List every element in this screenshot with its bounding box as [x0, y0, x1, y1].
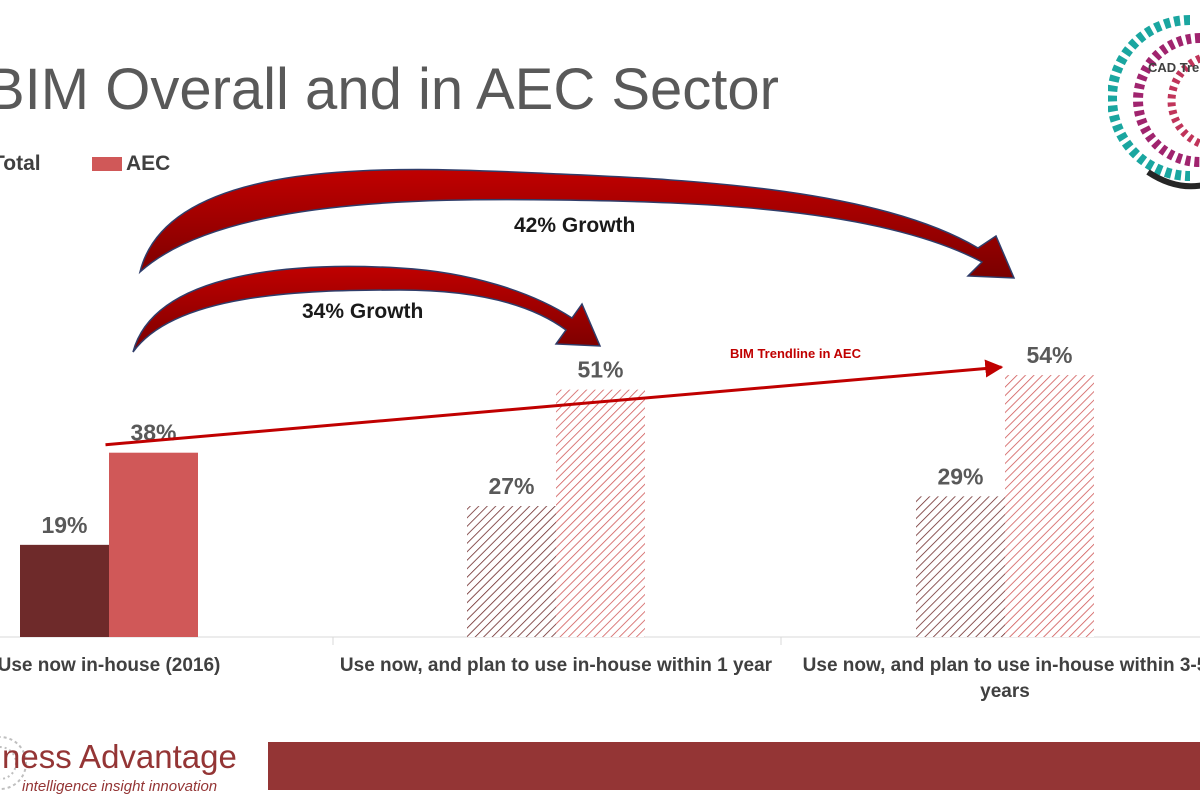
bar-aec-1 [109, 452, 198, 637]
footer-bar [268, 742, 1200, 790]
brand-name: ness Advantage [2, 738, 237, 775]
brand-tagline: intelligence insight innovation [22, 778, 218, 795]
data-label-total-1: 19% [41, 512, 87, 538]
bar-total-2 [467, 506, 556, 637]
legend-label-aec: AEC [126, 152, 171, 175]
bar-total-1 [20, 544, 109, 637]
x-tick-label-1: Use now in-house (2016) [0, 655, 220, 676]
trendline-arrow [105, 359, 1004, 447]
data-label-total-3: 29% [937, 463, 983, 489]
legend-swatch-aec [92, 157, 122, 171]
growth-label-short: 34% Growth [302, 300, 423, 323]
data-label-aec-2: 51% [577, 357, 623, 383]
legend-item-total: Total [0, 152, 41, 176]
legend-item-aec: AEC [92, 152, 170, 176]
x-tick-label-3-line-1: Use now, and plan to use in-house within… [803, 655, 1200, 676]
growth-arrow-long [138, 168, 1016, 279]
trendline-label: BIM Trendline in AEC [730, 346, 862, 361]
cad-trends-logo-icon [1108, 15, 1200, 190]
data-label-total-2: 27% [488, 473, 534, 499]
slide-title: BIM Overall and in AEC Sector [0, 57, 779, 122]
growth-arrow-short [132, 265, 602, 353]
bar-aec-3 [1005, 375, 1094, 637]
legend-label-total: Total [0, 152, 41, 175]
x-tick-label-3-line-2: years [980, 681, 1030, 702]
bar-aec-2 [556, 389, 645, 637]
bar-chart: 42% Growth 34% Growth BIM Trendline in A… [0, 168, 1200, 702]
cad-logo-text: CAD Tre [1148, 60, 1200, 75]
bar-total-3 [916, 496, 1005, 637]
globe-logo-icon [0, 736, 27, 790]
legend: Total AEC [0, 152, 300, 182]
x-tick-label-2: Use now, and plan to use in-house within… [340, 655, 773, 676]
growth-label-long: 42% Growth [514, 214, 635, 237]
data-label-aec-3: 54% [1026, 342, 1072, 368]
